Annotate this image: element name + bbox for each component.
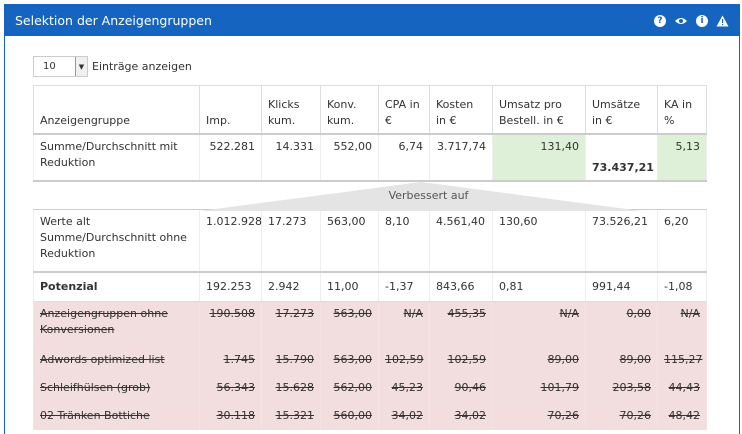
removed-imp: 190.508 [199,301,262,346]
potential-imp: 192.253 [199,271,262,302]
removed-umsatz-pro: N/A [492,301,586,346]
potential-kosten: 843,66 [429,271,493,302]
col-header-cpa[interactable]: CPA in € [378,85,430,135]
removed-name: Adwords optimized list [33,345,200,374]
summary-umsatz-pro: 131,40 [492,133,586,182]
summary-name: Summe/Durchschnitt mit Reduktion [33,133,200,182]
help-icon[interactable]: ? [654,14,666,27]
removed-umsatz-pro: 89,00 [492,345,586,374]
col-header-umsatz-pro[interactable]: Umsatz pro Bestell. in € [492,85,586,135]
eye-icon[interactable] [674,16,688,26]
removed-ka: 44,43 [657,373,707,402]
old-klicks: 17.273 [261,209,321,273]
removed-kosten: 455,35 [429,301,493,346]
summary-cpa: 6,74 [378,133,430,182]
table-header-row: Anzeigengruppe Imp. Klicks kum. Konv. ku… [33,85,707,135]
removed-cpa: N/A [378,301,430,346]
summary-kosten: 3.717,74 [429,133,493,182]
chevron-down-icon: ▼ [75,57,87,76]
removed-imp: 30.118 [199,401,262,430]
removed-imp: 56.343 [199,373,262,402]
summary-umsaetze: 73.437,21 [585,133,658,182]
removed-cpa: 45,23 [378,373,430,402]
info-icon[interactable]: i [696,14,708,27]
removed-umsatz-pro: 101,79 [492,373,586,402]
old-imp: 1.012.928 [199,209,262,273]
removed-konv: 563,00 [320,345,379,374]
old-values-row: Werte alt Summe/Durchschnitt ohne Redukt… [33,209,707,273]
removed-cpa: 34,02 [378,401,430,430]
potential-umsaetze: 991,44 [585,271,658,302]
removed-umsaetze: 0,00 [585,301,658,346]
removed-kosten: 102,59 [429,345,493,374]
ad-groups-table: Anzeigengruppe Imp. Klicks kum. Konv. ku… [33,85,707,430]
old-umsatz-pro: 130,60 [492,209,586,273]
old-konv: 563,00 [320,209,379,273]
old-name: Werte alt Summe/Durchschnitt ohne Redukt… [33,209,200,273]
removed-cpa: 102,59 [378,345,430,374]
table-row[interactable]: Adwords optimized list 1.745 15.790 563,… [33,345,707,374]
col-header-ka[interactable]: KA in % [657,85,707,135]
removed-imp: 1.745 [199,345,262,374]
potential-ka: -1,08 [657,271,707,302]
col-header-konv[interactable]: Konv. kum. [320,85,379,135]
summary-ka: 5,13 [657,133,707,182]
page-length-select[interactable]: 10 ▼ [33,56,88,77]
removed-konv: 562,00 [320,373,379,402]
potential-umsatz-pro: 0,81 [492,271,586,302]
old-ka: 6,20 [657,209,707,273]
removed-kosten: 90,46 [429,373,493,402]
page-length-value: 10 [43,61,56,72]
summary-row: Summe/Durchschnitt mit Reduktion 522.281… [33,133,707,182]
page-length-label: Einträge anzeigen [92,60,192,73]
col-header-anzeigengruppe[interactable]: Anzeigengruppe [33,85,200,135]
removed-klicks: 15.628 [261,373,321,402]
page-length-control: 10 ▼ Einträge anzeigen [33,56,192,77]
removed-kosten: 34,02 [429,401,493,430]
removed-ka: 48,42 [657,401,707,430]
summary-klicks: 14.331 [261,133,321,182]
removed-umsaetze: 89,00 [585,345,658,374]
removed-name: 02 Tränken Bottiche [33,401,200,430]
removed-name: Schleifhülsen (grob) [33,373,200,402]
col-header-kosten[interactable]: Kosten in € [429,85,493,135]
summary-imp: 522.281 [199,133,262,182]
panel-title: Selektion der Anzeigengruppen [15,13,212,28]
col-header-imp[interactable]: Imp. [199,85,262,135]
improved-label: Verbessert auf [388,188,469,202]
potential-name: Potenzial [33,271,200,302]
old-cpa: 8,10 [378,209,430,273]
table-row[interactable]: Schleifhülsen (grob) 56.343 15.628 562,0… [33,373,707,402]
old-kosten: 4.561,40 [429,209,493,273]
removed-klicks: 15.321 [261,401,321,430]
removed-ka: 115,27 [657,345,707,374]
removed-konv: 563,00 [320,301,379,346]
removed-umsaetze: 70,26 [585,401,658,430]
potential-klicks: 2.942 [261,271,321,302]
table-row[interactable]: 02 Tränken Bottiche 30.118 15.321 560,00… [33,401,707,430]
old-umsaetze: 73.526,21 [585,209,658,273]
improved-row: Verbessert auf [33,180,707,211]
improved-banner: Verbessert auf [199,180,658,211]
removed-klicks: 17.273 [261,301,321,346]
potential-row: Potenzial 192.253 2.942 11,00 -1,37 843,… [33,271,707,302]
removed-umsaetze: 203,58 [585,373,658,402]
removed-umsatz-pro: 70,26 [492,401,586,430]
summary-konv: 552,00 [320,133,379,182]
potential-cpa: -1,37 [378,271,430,302]
removed-konv: 560,00 [320,401,379,430]
panel-header: Selektion der Anzeigengruppen ? i [5,5,739,36]
potential-konv: 11,00 [320,271,379,302]
removed-ka: N/A [657,301,707,346]
warning-icon[interactable] [716,15,729,27]
col-header-klicks[interactable]: Klicks kum. [261,85,321,135]
improved-arrow-shape [199,181,642,211]
removed-name: Anzeigengruppen ohne Konversionen [33,301,200,346]
removed-klicks: 15.790 [261,345,321,374]
col-header-umsaetze[interactable]: Umsätze in € [585,85,658,135]
table-row[interactable]: Anzeigengruppen ohne Konversionen 190.50… [33,301,707,346]
